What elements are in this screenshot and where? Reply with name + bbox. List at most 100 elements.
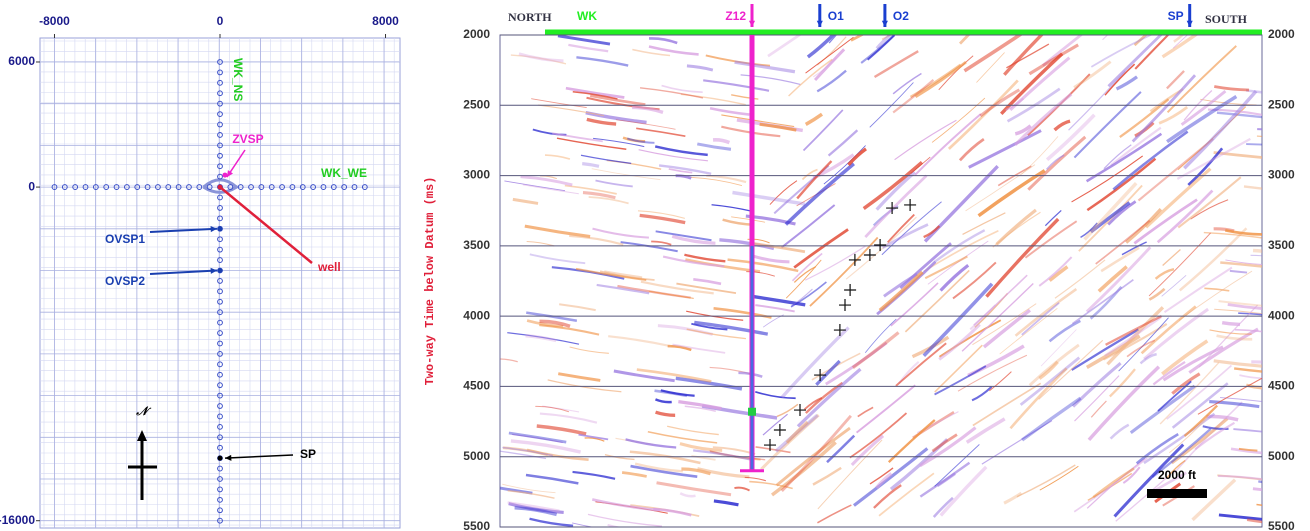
reflector — [784, 162, 855, 226]
pick — [886, 202, 899, 215]
reflector — [1221, 320, 1240, 327]
line-name: WK — [577, 9, 597, 23]
reflector — [660, 389, 695, 397]
reflector — [801, 168, 818, 181]
reflector — [1245, 89, 1262, 94]
reflector — [632, 105, 664, 114]
reflector — [1133, 198, 1198, 245]
y-tick-label: 4500 — [463, 379, 490, 393]
receiver — [320, 184, 327, 190]
north-head — [137, 430, 147, 441]
reflector — [1016, 464, 1076, 498]
reflector — [1173, 35, 1185, 43]
reflector — [648, 290, 694, 299]
receiver — [217, 121, 223, 128]
reflector — [1131, 74, 1197, 143]
reflector — [1115, 75, 1138, 91]
reflector — [622, 136, 646, 143]
reflector — [1048, 265, 1069, 282]
reflector — [1000, 52, 1064, 115]
reflector — [569, 346, 609, 354]
reflector — [1073, 457, 1148, 513]
reflector — [958, 138, 985, 162]
reflector — [557, 35, 611, 46]
reflector — [1092, 467, 1135, 499]
receiver — [217, 309, 223, 316]
reflector — [740, 74, 801, 85]
reflector — [1209, 400, 1260, 409]
receiver — [217, 392, 223, 399]
reflector — [586, 117, 617, 126]
reflector — [1102, 323, 1168, 361]
reflector — [864, 174, 928, 238]
reflector — [686, 328, 746, 340]
pick — [844, 283, 857, 296]
reflector — [671, 234, 716, 245]
reflector — [852, 447, 929, 507]
reflector — [746, 271, 775, 277]
reflector — [894, 119, 957, 161]
reflector — [825, 341, 888, 386]
reflector — [575, 267, 647, 282]
reflector — [1014, 288, 1078, 337]
reflector — [776, 403, 799, 418]
reflector — [1157, 380, 1192, 412]
receiver — [217, 413, 223, 420]
reflector — [887, 419, 936, 463]
reflector — [531, 98, 587, 109]
reflector — [1250, 254, 1262, 257]
reflector — [752, 254, 790, 264]
reflector — [572, 470, 616, 480]
reflector — [565, 86, 625, 99]
arrow-head — [226, 170, 233, 178]
receiver — [217, 69, 223, 76]
section-frame — [499, 34, 1263, 528]
reflector — [1006, 87, 1061, 123]
reflector — [507, 489, 555, 499]
reflector — [1171, 372, 1201, 395]
reflector — [630, 464, 698, 479]
reflector — [932, 496, 954, 518]
reflector — [1166, 70, 1185, 90]
reflector — [1190, 199, 1229, 220]
reflector — [640, 280, 714, 295]
reflector — [654, 145, 708, 157]
reflector — [604, 270, 643, 279]
reflector — [734, 486, 750, 492]
reflector — [1171, 382, 1229, 429]
reflector — [615, 119, 676, 130]
reflector — [878, 472, 935, 517]
reflector — [638, 149, 708, 162]
reflector — [762, 314, 784, 328]
reflector — [762, 413, 788, 436]
reflector — [732, 190, 806, 206]
reflector — [1156, 189, 1214, 244]
reflector — [1238, 312, 1262, 316]
reflector — [510, 439, 581, 454]
receiver — [237, 184, 244, 190]
reflector — [881, 201, 942, 256]
reflector — [1103, 144, 1132, 170]
reflector — [629, 450, 701, 465]
reflector — [1119, 98, 1170, 139]
reflector — [892, 79, 935, 114]
reflector — [520, 175, 573, 187]
reflector — [890, 282, 939, 327]
reflector — [535, 405, 570, 413]
receiver — [217, 257, 223, 263]
arrow-head — [816, 20, 823, 27]
receiver — [217, 163, 223, 170]
reflector — [1258, 480, 1262, 484]
reflector — [827, 129, 859, 157]
reflector — [938, 55, 974, 91]
reflector — [636, 368, 712, 383]
reflector — [873, 50, 919, 79]
receiver — [92, 184, 99, 190]
arrow-shaft — [224, 454, 294, 459]
reflector — [1140, 305, 1197, 355]
reflector — [1139, 352, 1157, 365]
reflector — [1086, 458, 1146, 509]
reflector — [557, 372, 601, 382]
reflector — [919, 426, 977, 468]
reflector — [1105, 315, 1163, 346]
